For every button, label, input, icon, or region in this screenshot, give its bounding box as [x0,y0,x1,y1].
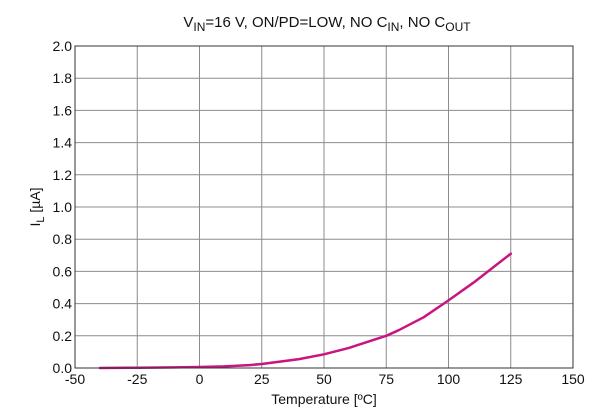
x-tick-label: 25 [254,371,270,387]
x-tick-label: 100 [437,371,461,387]
y-tick-label: 0.0 [53,360,73,376]
y-tick-label: 1.8 [53,70,73,86]
y-tick-label: 0.2 [53,328,73,344]
series-layer [98,252,513,370]
y-tick-label: 2.0 [53,38,73,54]
y-tick-label: 1.2 [53,167,73,183]
y-tick-label: 0.8 [53,231,73,247]
y-tick-label: 1.4 [53,135,73,151]
title-part: , NO C [399,14,445,31]
title-part: IN [193,20,205,34]
x-tick-label: 50 [316,371,332,387]
y-tick-label: 1.6 [53,102,73,118]
y-tick-label: 0.4 [53,296,73,312]
title-part: OUT [445,20,471,34]
x-tick-label: 75 [378,371,394,387]
series-line [98,252,513,370]
x-tick-labels: -50 -25 0 25 50 75 100 125 150 [65,371,585,387]
x-tick-label: 125 [499,371,523,387]
x-tick-label: 150 [561,371,585,387]
x-tick-label: -50 [65,371,85,387]
title-part: =16 V, ON/PD=LOW, NO C [205,14,387,31]
x-tick-label: -25 [127,371,147,387]
chart-title: VIN​=16 V, ON/PD=LOW, NO CIN​, NO COUT​ [183,14,471,34]
title-part: V [183,14,193,31]
x-tick-label: 0 [196,371,204,387]
grid [74,45,574,369]
y-tick-labels: 0.0 0.2 0.4 0.6 0.8 1.0 1.2 1.4 1.6 1.8 2.0 [53,38,73,376]
title-part: IN [387,20,399,34]
x-axis-label: Temperature [ºC] [271,391,377,407]
plot-frame [74,45,574,369]
y-axis-label: IL [µA] [27,187,47,226]
y-tick-label: 0.6 [53,263,73,279]
y-tick-label: 1.0 [53,199,73,215]
